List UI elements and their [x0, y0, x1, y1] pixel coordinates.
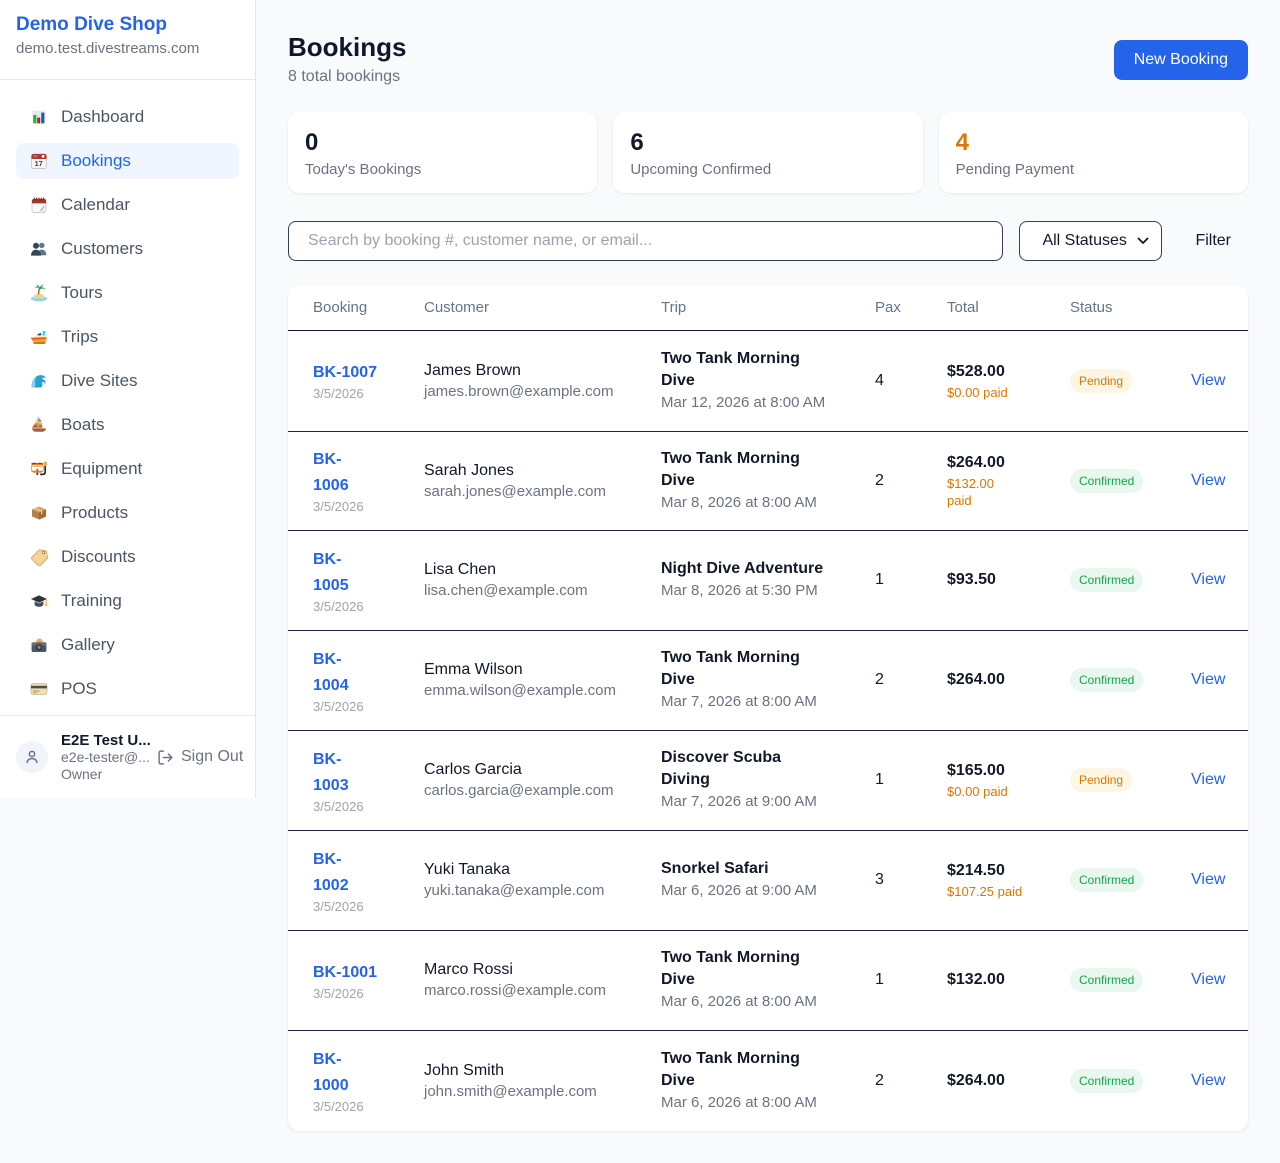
svg-text:17: 17: [35, 159, 43, 168]
